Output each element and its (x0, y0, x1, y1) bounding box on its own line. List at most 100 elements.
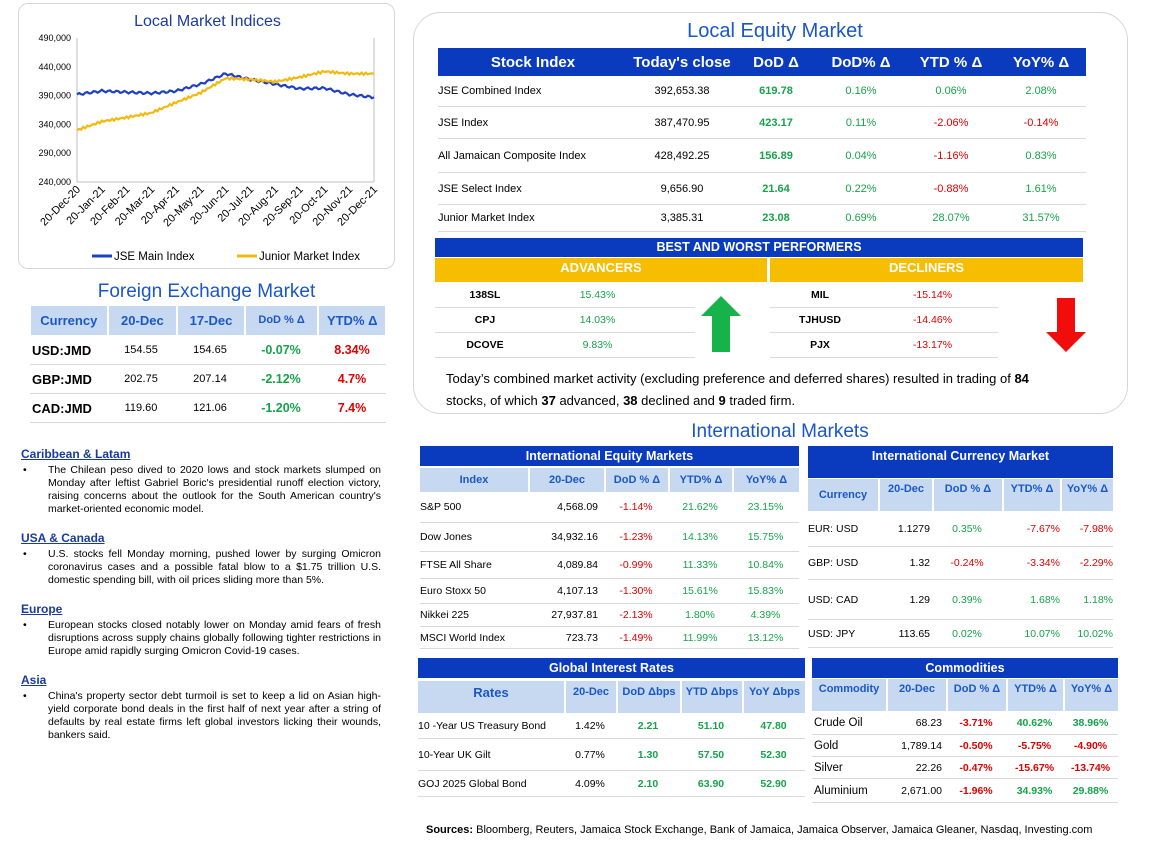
equity-name: JSE Index (438, 116, 489, 129)
intl-currency-name: GBP: USD (808, 557, 859, 569)
intl-currency-name: USD: CAD (808, 593, 859, 606)
intl-equity-value: 4,568.09 (557, 501, 598, 513)
line-chart: 490,000 440,000 390,000 340,000 290,000 240,0… (38, 33, 380, 263)
news-item: USA & Canada • U.S. stocks fell Monday mor… (21, 531, 381, 587)
intl-equity-value: 27,937.81 (551, 609, 598, 621)
legend-label: Junior Market Index (259, 251, 360, 263)
commodity-ytd: -5.75% (1017, 739, 1052, 752)
advancers-list: 138SL 15.43% CPJ 14.03% DCOVE 9.83% (435, 283, 695, 358)
rates-title: Global Interest Rates (418, 658, 805, 678)
intl-currency-header: YTD% Δ (1002, 479, 1060, 511)
commodities-rows: Crude Oil 68.23 -3.71% 40.62% 38.96% Gold 1,78… (812, 711, 1118, 803)
summary-text: advanced, (555, 393, 624, 408)
intl-equity-name: S&P 500 (420, 501, 462, 513)
news-heading: Asia (21, 673, 47, 687)
intl-currency-ytd: -3.34% (1026, 557, 1060, 569)
fx-dod: -1.20% (261, 401, 301, 415)
intl-title: International Markets (691, 421, 869, 442)
rates-name: 10-Year UK Gilt (418, 748, 491, 761)
rates-header: DoD Δbps (616, 681, 680, 713)
intl-equity-dod: -1.23% (619, 531, 653, 543)
y-tick-label: 290,000 (38, 148, 71, 158)
commodities-header: DoD % Δ (946, 679, 1006, 711)
decliners-list: MIL -15.14% TJHUSD -14.46% PJX -13.17% (770, 283, 998, 358)
news-heading: Europe (21, 602, 63, 616)
rates-value: 4.09% (575, 777, 605, 790)
intl-equity-row: S&P 500 4,568.09 -1.14% 21.62% 23.15% (420, 492, 799, 523)
intl-equity-row: FTSE All Share 4,089.84 -0.99% 11.33% 10.84% (420, 552, 799, 579)
commodity-ytd: 40.62% (1016, 716, 1053, 729)
equity-yoy: 1.61% (1025, 182, 1057, 195)
intl-equity-header: YTD% Δ (668, 468, 732, 492)
intl-equity-row: Nikkei 225 27,937.81 -2.13% 1.80% 4.39% (420, 604, 799, 627)
news-item: Caribbean & Latam • The Chilean peso dived… (21, 447, 381, 516)
rates-row: 10 -Year US Treasury Bond 1.42% 2.21 51.10 4… (418, 713, 805, 739)
rates-row: 10-Year UK Gilt 0.77% 1.30 57.50 52.30 (418, 739, 805, 771)
fx-value: 119.60 (124, 402, 158, 414)
bullet-icon: • (23, 690, 27, 702)
commodity-row: Gold 1,789.14 -0.50% -5.75% -4.90% (812, 735, 1118, 757)
commodity-name: Silver (814, 761, 843, 774)
intl-currency-row: EUR: USD 1.1279 0.35% -7.67% -7.98% (808, 511, 1113, 547)
series-line-1 (76, 72, 375, 100)
fx-currency: USD:JMD (32, 342, 92, 358)
change: -13.17% (912, 339, 953, 351)
summary-total: 84 (1014, 371, 1029, 386)
commodity-dod: -0.50% (959, 739, 993, 752)
equity-title: Local Equity Market (687, 20, 863, 42)
commodity-ytd: -15.67% (1014, 761, 1055, 774)
intl-currency-value: 1.32 (909, 557, 930, 569)
intl-currency-rows: EUR: USD 1.1279 0.35% -7.67% -7.98% GBP: USD 1… (808, 511, 1113, 648)
commodity-dod: -1.96% (959, 784, 993, 797)
equity-close: 392,653.38 (654, 85, 710, 97)
fx-header: YTD% Δ (317, 306, 385, 335)
intl-currency-dod: 0.39% (952, 593, 982, 606)
fx-row: USD:JMD 154.55 154.65 -0.07% 8.34% (30, 336, 386, 365)
rates-yoy: 52.30 (760, 748, 787, 761)
legend-label: JSE Main Index (114, 251, 195, 263)
intl-currency-header: DoD % Δ (932, 479, 1002, 511)
rates-ytd: 63.90 (697, 777, 725, 790)
intl-currency-row: USD: JPY 113.65 0.02% 10.07% 10.02% (808, 620, 1113, 648)
advancer-row: 138SL 15.43% (435, 283, 695, 308)
rates-header: Rates (473, 684, 509, 700)
intl-equity-row: Euro Stoxx 50 4,107.13 -1.30% 15.61% 15.83% (420, 579, 799, 604)
change: -14.46% (912, 314, 953, 326)
equity-name: JSE Select Index (438, 182, 522, 195)
equity-dod: 619.78 (759, 85, 793, 97)
sources-label: Sources: (426, 824, 474, 836)
y-tick-label: 340,000 (38, 119, 71, 129)
intl-currency-value: 1.29 (909, 593, 930, 606)
equity-name: All Jamaican Composite Index (438, 149, 586, 162)
intl-equity-dod: -1.30% (619, 585, 653, 597)
intl-equity-table: International Equity Markets Index 20-De… (420, 446, 799, 649)
news-item: Europe • European stocks closed notably lo… (21, 602, 381, 658)
equity-row: Junior Market Index 3,385.31 23.08 0.69% 28.… (438, 205, 1086, 232)
rates-ytd: 57.50 (697, 748, 725, 761)
change: 14.03% (579, 314, 616, 326)
commodity-name: Crude Oil (814, 716, 863, 729)
rates-dod: 1.30 (637, 748, 659, 761)
equity-dod: 423.17 (759, 116, 793, 129)
fx-value: 154.55 (124, 344, 158, 356)
intl-equity-yoy: 4.39% (750, 609, 781, 621)
intl-equity-dod: -1.14% (619, 501, 653, 513)
equity-header: DoD Δ (753, 53, 799, 71)
commodity-value: 68.23 (915, 716, 942, 729)
equity-header: DoD% Δ (831, 53, 891, 71)
equity-dodp: 0.04% (845, 149, 877, 162)
intl-equity-yoy: 15.75% (747, 531, 784, 543)
equity-yoy: -0.14% (1023, 116, 1059, 129)
rates-yoy: 52.90 (760, 777, 787, 790)
intl-currency-name: EUR: USD (808, 522, 859, 535)
intl-equity-title: International Equity Markets (420, 446, 799, 466)
decliners-label: DECLINERS (770, 258, 1083, 282)
intl-currency-table: International Currency Market Currency 2… (808, 446, 1113, 648)
equity-ytd: -2.06% (933, 116, 969, 129)
equity-ytd: -0.88% (933, 182, 969, 195)
news-heading: USA & Canada (21, 531, 105, 545)
y-tick-label: 240,000 (38, 177, 71, 187)
market-summary: Today’s combined market activity (exclud… (446, 368, 1076, 412)
intl-equity-ytd: 14.13% (682, 531, 718, 543)
equity-yoy: 31.57% (1022, 212, 1060, 224)
